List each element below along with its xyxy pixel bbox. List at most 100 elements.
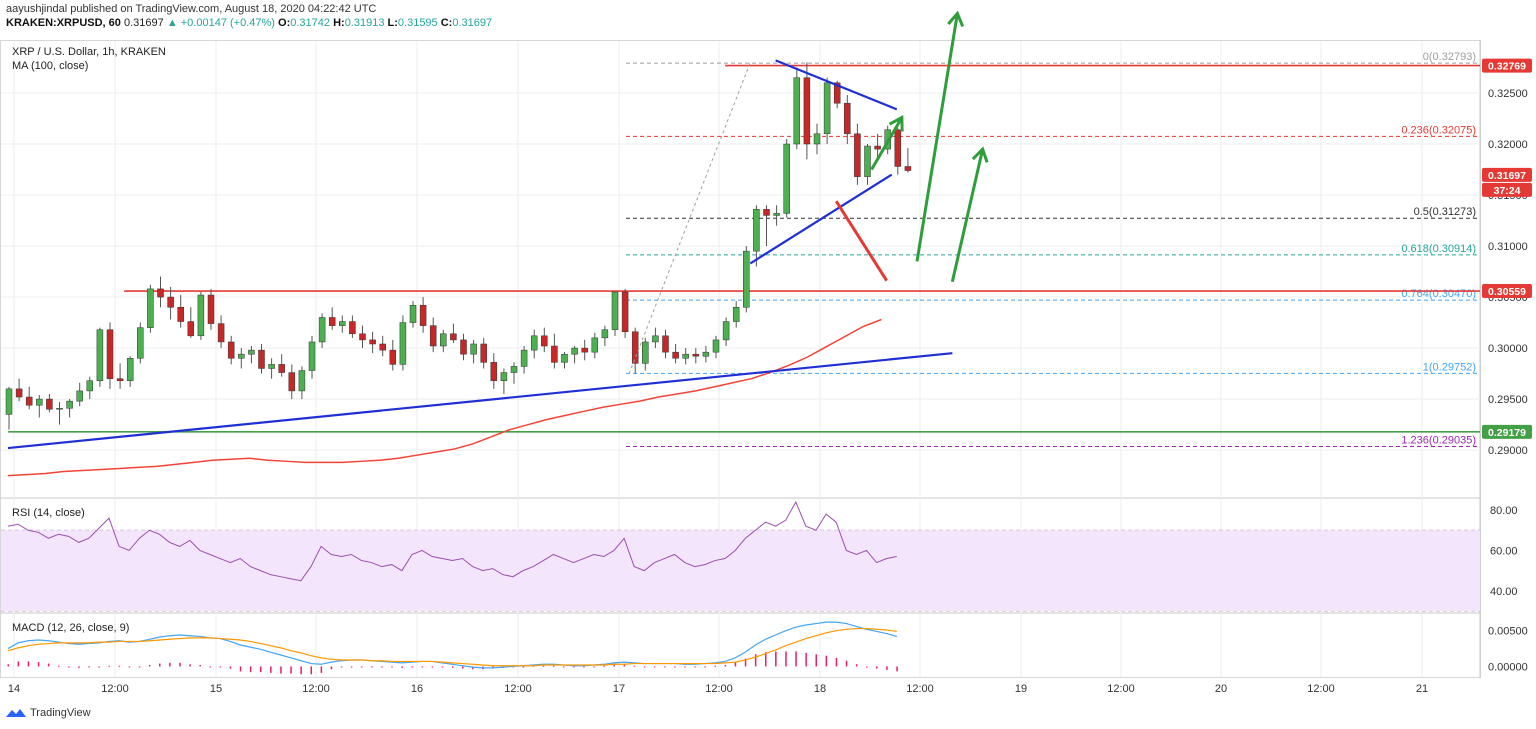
- candle-body: [682, 353, 689, 359]
- price-tick-label: 0.32000: [1488, 139, 1528, 151]
- x-tick-label: 16: [411, 683, 423, 695]
- macd-histogram-bar: [310, 666, 312, 675]
- legend-ma: MA (100, close): [12, 60, 88, 72]
- macd-histogram-bar: [391, 666, 393, 668]
- signal-line: [7, 627, 897, 667]
- macd-tick-label: 0.00000: [1488, 661, 1528, 673]
- candle-body: [207, 294, 215, 324]
- macd-histogram-bar: [613, 665, 615, 667]
- candle-body: [298, 370, 306, 392]
- trend-lines[interactable]: [7, 59, 953, 450]
- macd-histogram-bar: [280, 666, 282, 674]
- x-tick-label: 18: [814, 683, 826, 695]
- macd-histogram-bar: [734, 662, 737, 667]
- x-tick-label: 12:00: [504, 683, 532, 695]
- candle-body: [419, 304, 427, 326]
- horizontal-lines[interactable]: [8, 64, 1480, 433]
- macd-histogram-bar: [68, 666, 70, 668]
- candle-body: [167, 296, 174, 308]
- candle-body: [500, 372, 508, 381]
- candle-body: [581, 347, 588, 353]
- candle-body: [328, 317, 336, 326]
- symbol-line: KRAKEN:XRPUSD, 60 0.31697 ▲ +0.00147 (+0…: [6, 17, 492, 29]
- price-change: ▲ +0.00147 (+0.47%): [166, 17, 275, 29]
- macd-histogram-bar: [704, 666, 706, 668]
- macd-histogram-bar: [855, 664, 858, 667]
- candle-body: [56, 408, 63, 410]
- candle-body: [702, 351, 710, 357]
- candle-body: [36, 398, 43, 406]
- macd-histogram-bar: [714, 665, 716, 667]
- arrow-shaft: [950, 148, 985, 283]
- macd-line: [7, 621, 897, 669]
- macd-histogram-bar: [441, 666, 444, 668]
- macd-histogram-bar: [552, 665, 555, 667]
- macd-histogram-bar: [785, 651, 787, 667]
- macd-histogram-bar: [401, 666, 403, 668]
- macd-histogram-bar: [7, 664, 9, 667]
- open-value: 0.31742: [290, 17, 331, 29]
- price-badge: [1482, 167, 1532, 182]
- macd-histogram-bar: [775, 651, 777, 667]
- footer[interactable]: TradingView: [6, 707, 91, 719]
- candle-body: [25, 396, 33, 406]
- macd-histogram-bar: [159, 663, 161, 667]
- symbol[interactable]: KRAKEN:XRPUSD, 60: [6, 17, 121, 29]
- candle-body: [571, 347, 578, 355]
- macd-histogram-bar: [522, 666, 525, 668]
- macd-histogram-bar: [98, 666, 100, 668]
- price-badge: [1482, 284, 1532, 299]
- ma-100-line: [7, 318, 882, 477]
- high-value: 0.31913: [344, 17, 385, 29]
- candle-body: [187, 321, 195, 337]
- price-tick-label: 0.31000: [1488, 241, 1528, 253]
- arrow-head: [971, 146, 989, 163]
- fib-diagonal-line: [628, 62, 751, 374]
- macd-histogram-bar: [17, 661, 20, 667]
- price-badge-label: 0.29179: [1488, 427, 1526, 439]
- x-tick-label: 20: [1215, 683, 1227, 695]
- candle-body: [470, 343, 477, 355]
- candle-body: [177, 307, 184, 322]
- macd-histogram-bar: [573, 666, 575, 668]
- macd-histogram-bar: [674, 666, 676, 668]
- candle-body: [238, 353, 245, 359]
- macd-histogram-bar: [189, 664, 191, 667]
- candle-body: [591, 337, 599, 353]
- rsi-tick-label: 80.00: [1490, 505, 1518, 517]
- macd-histogram-bar: [270, 666, 272, 673]
- macd-histogram-bar: [542, 665, 545, 667]
- candle-body: [450, 333, 457, 341]
- price-badge-label: 0.32769: [1488, 61, 1526, 73]
- macd-histogram-bar: [179, 662, 181, 667]
- candle-body: [611, 291, 619, 330]
- macd-histogram-bar: [290, 666, 292, 674]
- macd-histogram-bar: [108, 665, 110, 667]
- macd-histogram-bar: [239, 666, 242, 672]
- macd-histogram-bar: [169, 662, 171, 667]
- macd-histogram-bar: [340, 666, 343, 668]
- x-tick-label: 12:00: [302, 683, 330, 695]
- price-badge-label: 37:24: [1494, 185, 1521, 197]
- candle-body: [561, 353, 568, 363]
- candle-body: [490, 362, 498, 381]
- candle-body: [147, 288, 154, 328]
- price-badge-label: 0.30559: [1488, 286, 1526, 298]
- price-tick-label: 0.29000: [1488, 445, 1528, 457]
- macd-histogram-bar: [603, 665, 605, 667]
- macd-histogram-bar: [451, 666, 454, 668]
- arrow-head: [888, 115, 904, 132]
- fib-level-label: 0.236(0.32075): [1401, 124, 1476, 136]
- candle-body: [864, 145, 871, 177]
- candle-body: [854, 133, 861, 177]
- last-price: 0.31697: [123, 17, 164, 29]
- candle-body: [692, 353, 700, 357]
- macd-histogram-bar: [664, 666, 666, 668]
- macd-histogram-bar: [249, 666, 252, 673]
- macd-histogram-bar: [78, 666, 80, 668]
- macd-histogram-bar: [583, 666, 585, 668]
- candle-body: [359, 333, 366, 341]
- arrows[interactable]: [834, 10, 989, 283]
- x-tick-label: 12:00: [101, 683, 129, 695]
